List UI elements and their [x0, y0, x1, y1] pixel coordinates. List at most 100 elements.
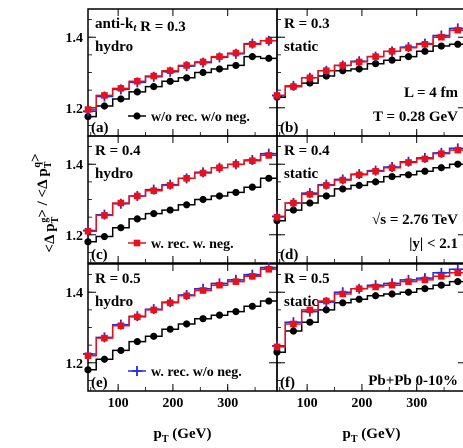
data-point-black: [388, 172, 396, 181]
y-axis-title: <Δ pTg> / <Δ pTq>: [28, 153, 61, 252]
x-tick-label: 200: [351, 396, 372, 411]
series-black-line: [88, 55, 277, 118]
data-point-red: [265, 37, 273, 45]
panel-note: L = 4 fm: [404, 85, 458, 101]
data-point-red: [117, 199, 125, 207]
data-point-black: [372, 178, 380, 186]
series-black-line: [88, 177, 277, 243]
data-point-black: [339, 299, 347, 307]
panel-c: 1.2 1.4 R = 0.4 hydro (c) w. rec. w. neg.: [66, 135, 278, 264]
data-point-black: [183, 201, 191, 209]
y-tick-label: 1.2: [66, 229, 84, 244]
data-point-black: [355, 295, 363, 303]
data-point-black: [265, 297, 273, 305]
data-point-black: [166, 77, 174, 85]
data-point-black: [355, 181, 363, 189]
data-point-black: [248, 183, 256, 191]
data-point-black: [248, 53, 256, 61]
series-red-line: [277, 272, 463, 348]
panel-subtitle: static: [284, 294, 318, 310]
panel-note: √s = 2.76 TeV: [372, 212, 458, 228]
data-point-red: [388, 164, 396, 172]
data-point-red: [249, 40, 256, 48]
data-point-black: [454, 160, 462, 168]
panel-note: Pb+Pb 0-10%: [368, 373, 458, 389]
series-black-line: [277, 280, 463, 353]
data-point-black: [84, 238, 92, 246]
panel-subtitle: hydro: [95, 294, 133, 310]
data-point-red: [166, 299, 174, 307]
data-point-black: [404, 288, 413, 296]
data-point-red: [454, 146, 462, 154]
data-point-red: [101, 334, 108, 342]
series-red-line: [88, 154, 277, 233]
data-point-red: [166, 67, 174, 75]
data-point-red: [216, 281, 223, 289]
data-point-red: [134, 313, 141, 321]
data-point-black: [133, 88, 141, 96]
data-point-red: [372, 283, 379, 291]
data-point-black: [322, 306, 330, 314]
data-point-red: [405, 44, 412, 52]
legend-entry-black: w/o rec. w/o neg.: [128, 110, 250, 125]
data-point-red: [183, 292, 190, 300]
data-point-black: [100, 102, 109, 110]
data-point-black: [117, 95, 125, 103]
y-tick-label: 1.4: [66, 31, 84, 46]
data-point-black: [339, 185, 347, 193]
panel-d: R = 0.4 static (d) √s = 2.76 TeV |y| < 2.1: [272, 135, 463, 264]
data-point-red: [339, 176, 347, 184]
data-point-red: [199, 287, 207, 294]
legend-entry-blue: w. rec. w/o neg.: [128, 365, 242, 380]
data-point-red: [421, 276, 429, 284]
x-tick-label: 100: [108, 396, 129, 411]
data-point-black: [183, 74, 191, 82]
data-point-red: [84, 106, 92, 113]
data-point-black: [322, 192, 330, 200]
data-point-black: [388, 56, 396, 64]
data-point-red: [216, 53, 223, 60]
panel-title: R = 0.3: [284, 16, 330, 32]
panel-subtitle: hydro: [95, 166, 133, 182]
data-point-red: [232, 160, 240, 168]
data-point-black: [306, 318, 314, 326]
data-point-black: [421, 285, 429, 293]
data-point-red: [183, 175, 190, 182]
data-point-red: [199, 58, 207, 66]
data-point-black: [133, 338, 141, 346]
data-point-red: [388, 48, 396, 55]
panel-note: T = 0.28 GeV: [373, 109, 458, 125]
data-point-red: [199, 169, 207, 177]
data-point-black: [404, 53, 413, 61]
panel-title: anti-kt R = 0.3: [95, 16, 186, 35]
data-point-red: [355, 285, 363, 292]
data-point-red: [372, 53, 379, 60]
legend-marker: [132, 366, 142, 376]
data-point-black: [150, 332, 158, 340]
data-point-red: [323, 67, 330, 75]
data-point-black: [306, 199, 314, 207]
data-point-red: [84, 227, 92, 235]
data-point-black: [421, 47, 429, 55]
data-point-black: [183, 320, 191, 328]
data-point-black: [404, 171, 413, 179]
data-point-black: [372, 60, 380, 68]
data-point-red: [323, 297, 330, 305]
data-point-black: [166, 206, 174, 214]
data-point-black: [306, 79, 314, 87]
y-tick-label: 1.4: [66, 158, 84, 173]
data-point-red: [405, 278, 412, 285]
data-point-black: [199, 68, 207, 77]
series-red-line: [88, 40, 277, 111]
data-point-black: [372, 292, 380, 300]
series-red-line: [88, 268, 277, 357]
y-tick-label: 1.2: [66, 102, 84, 117]
data-point-black: [100, 232, 109, 241]
panel-label: (d): [280, 247, 298, 263]
data-point-black: [232, 188, 240, 197]
data-point-red: [273, 343, 281, 351]
data-point-red: [454, 269, 462, 277]
series-black-line: [277, 163, 463, 222]
panel-title: R = 0.5: [284, 271, 330, 287]
data-point-red: [421, 40, 429, 48]
